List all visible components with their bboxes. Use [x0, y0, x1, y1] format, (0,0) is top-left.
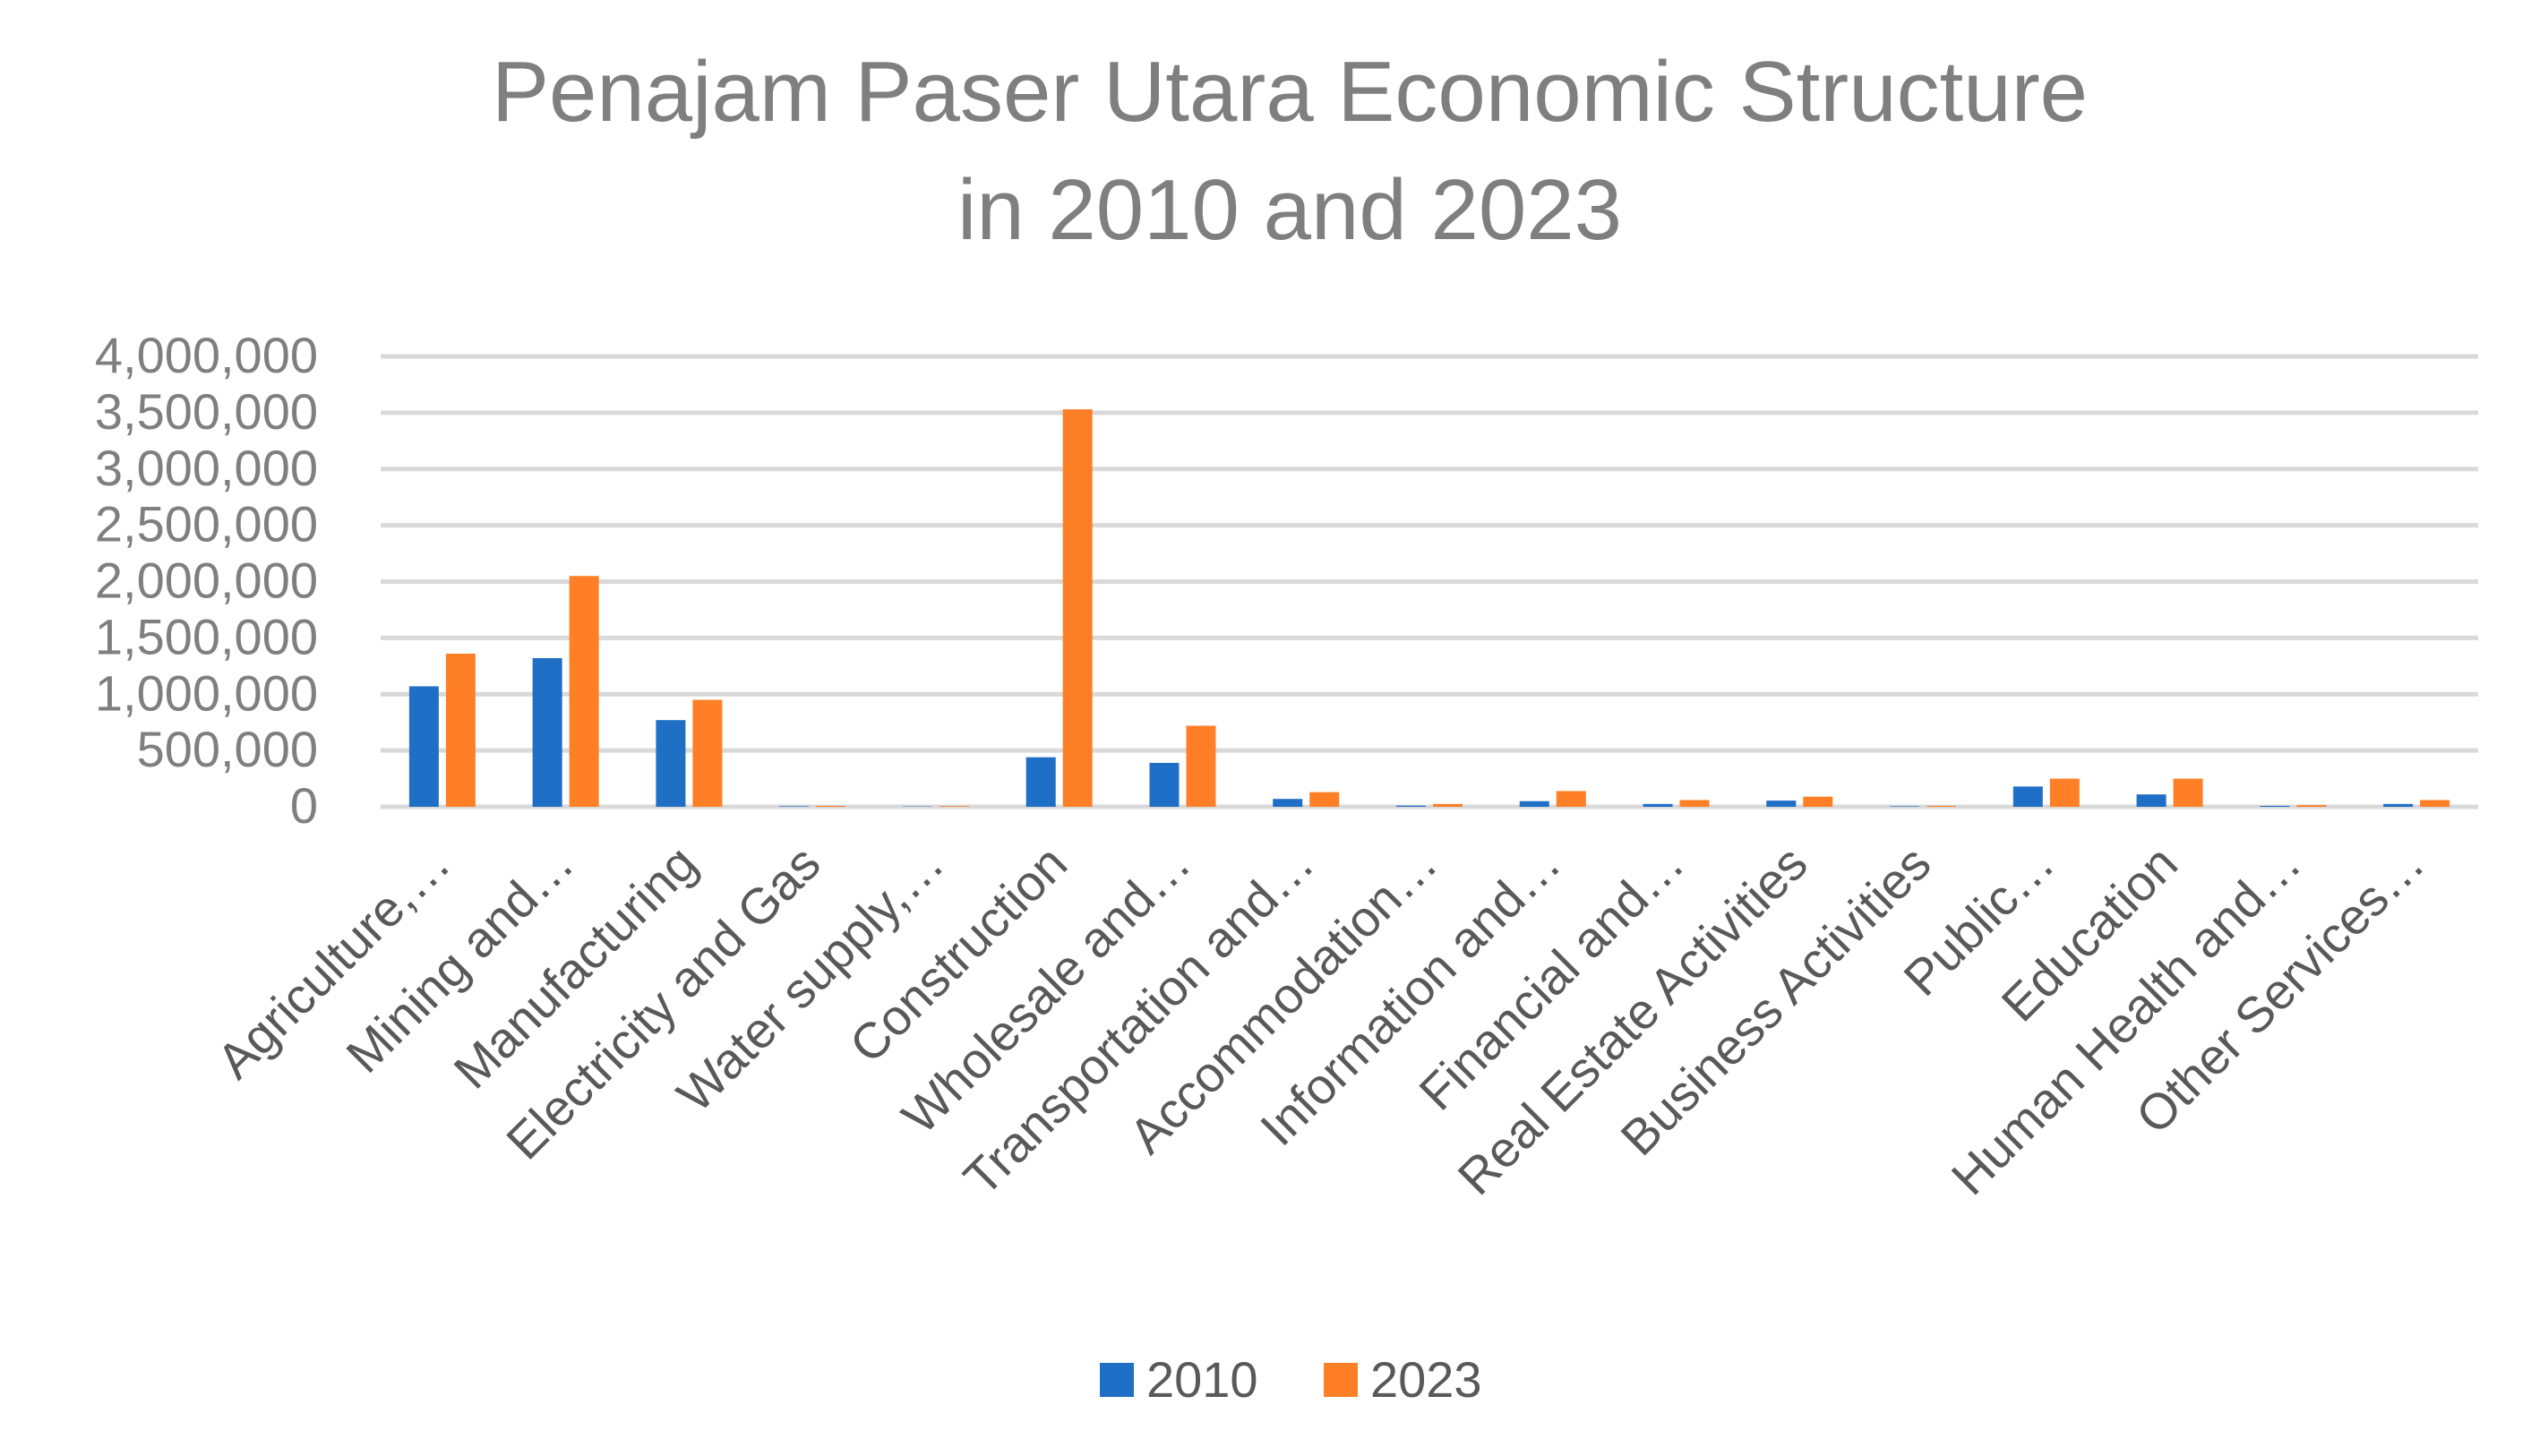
bar-2010-11: [1766, 801, 1796, 807]
y-tick-label: 500,000: [137, 721, 318, 777]
y-tick-label: 1,500,000: [95, 608, 318, 664]
bar-2023-13: [2050, 779, 2080, 807]
bar-2023-4: [939, 806, 969, 807]
y-tick-label: 3,500,000: [95, 383, 318, 440]
bar-2010-10: [1643, 804, 1673, 807]
legend-swatch-2023: [1324, 1363, 1358, 1397]
bar-2010-3: [779, 806, 809, 807]
y-tick-label: 2,000,000: [95, 552, 318, 609]
y-tick-label: 1,000,000: [95, 664, 318, 721]
bar-2010-13: [2013, 786, 2043, 807]
bar-2023-11: [1803, 797, 1832, 807]
bar-2010-8: [1396, 806, 1426, 807]
y-tick-label: 2,500,000: [95, 496, 318, 552]
bar-2010-2: [656, 720, 685, 807]
bar-2023-15: [2296, 805, 2326, 807]
bar-2010-15: [2260, 806, 2289, 807]
bar-2023-5: [1063, 409, 1093, 807]
y-tick-label: 3,000,000: [95, 440, 318, 496]
chart-title-line-1: Penajam Paser Utara Economic Structure: [492, 44, 2088, 140]
legend-label: 2023: [1370, 1351, 1482, 1408]
bar-2023-8: [1433, 804, 1463, 807]
bar-2010-12: [1890, 806, 1919, 807]
bar-2010-14: [2137, 794, 2166, 807]
bar-2023-12: [1926, 806, 1956, 807]
bar-2023-10: [1680, 800, 1710, 807]
y-tick-label: 4,000,000: [95, 327, 318, 383]
bar-2010-0: [409, 686, 439, 807]
bar-2023-2: [692, 700, 722, 807]
bar-2023-1: [570, 576, 599, 807]
bar-2023-16: [2420, 800, 2449, 807]
chart-title-line-2: in 2010 and 2023: [957, 162, 1622, 258]
bar-2010-7: [1273, 799, 1302, 807]
legend-label: 2010: [1146, 1351, 1258, 1408]
bar-2010-1: [533, 658, 562, 807]
bar-2023-7: [1309, 792, 1339, 807]
bar-2023-6: [1186, 725, 1215, 807]
bar-2023-3: [816, 806, 845, 807]
y-tick-label: 0: [290, 777, 318, 834]
bar-2010-6: [1149, 763, 1179, 807]
bar-2010-9: [1520, 801, 1549, 807]
bar-2023-9: [1557, 791, 1586, 807]
bar-2010-16: [2383, 804, 2413, 807]
bar-2010-5: [1026, 758, 1056, 807]
bar-2023-14: [2174, 779, 2203, 807]
legend-swatch-2010: [1100, 1363, 1134, 1397]
bar-2023-0: [446, 654, 476, 807]
